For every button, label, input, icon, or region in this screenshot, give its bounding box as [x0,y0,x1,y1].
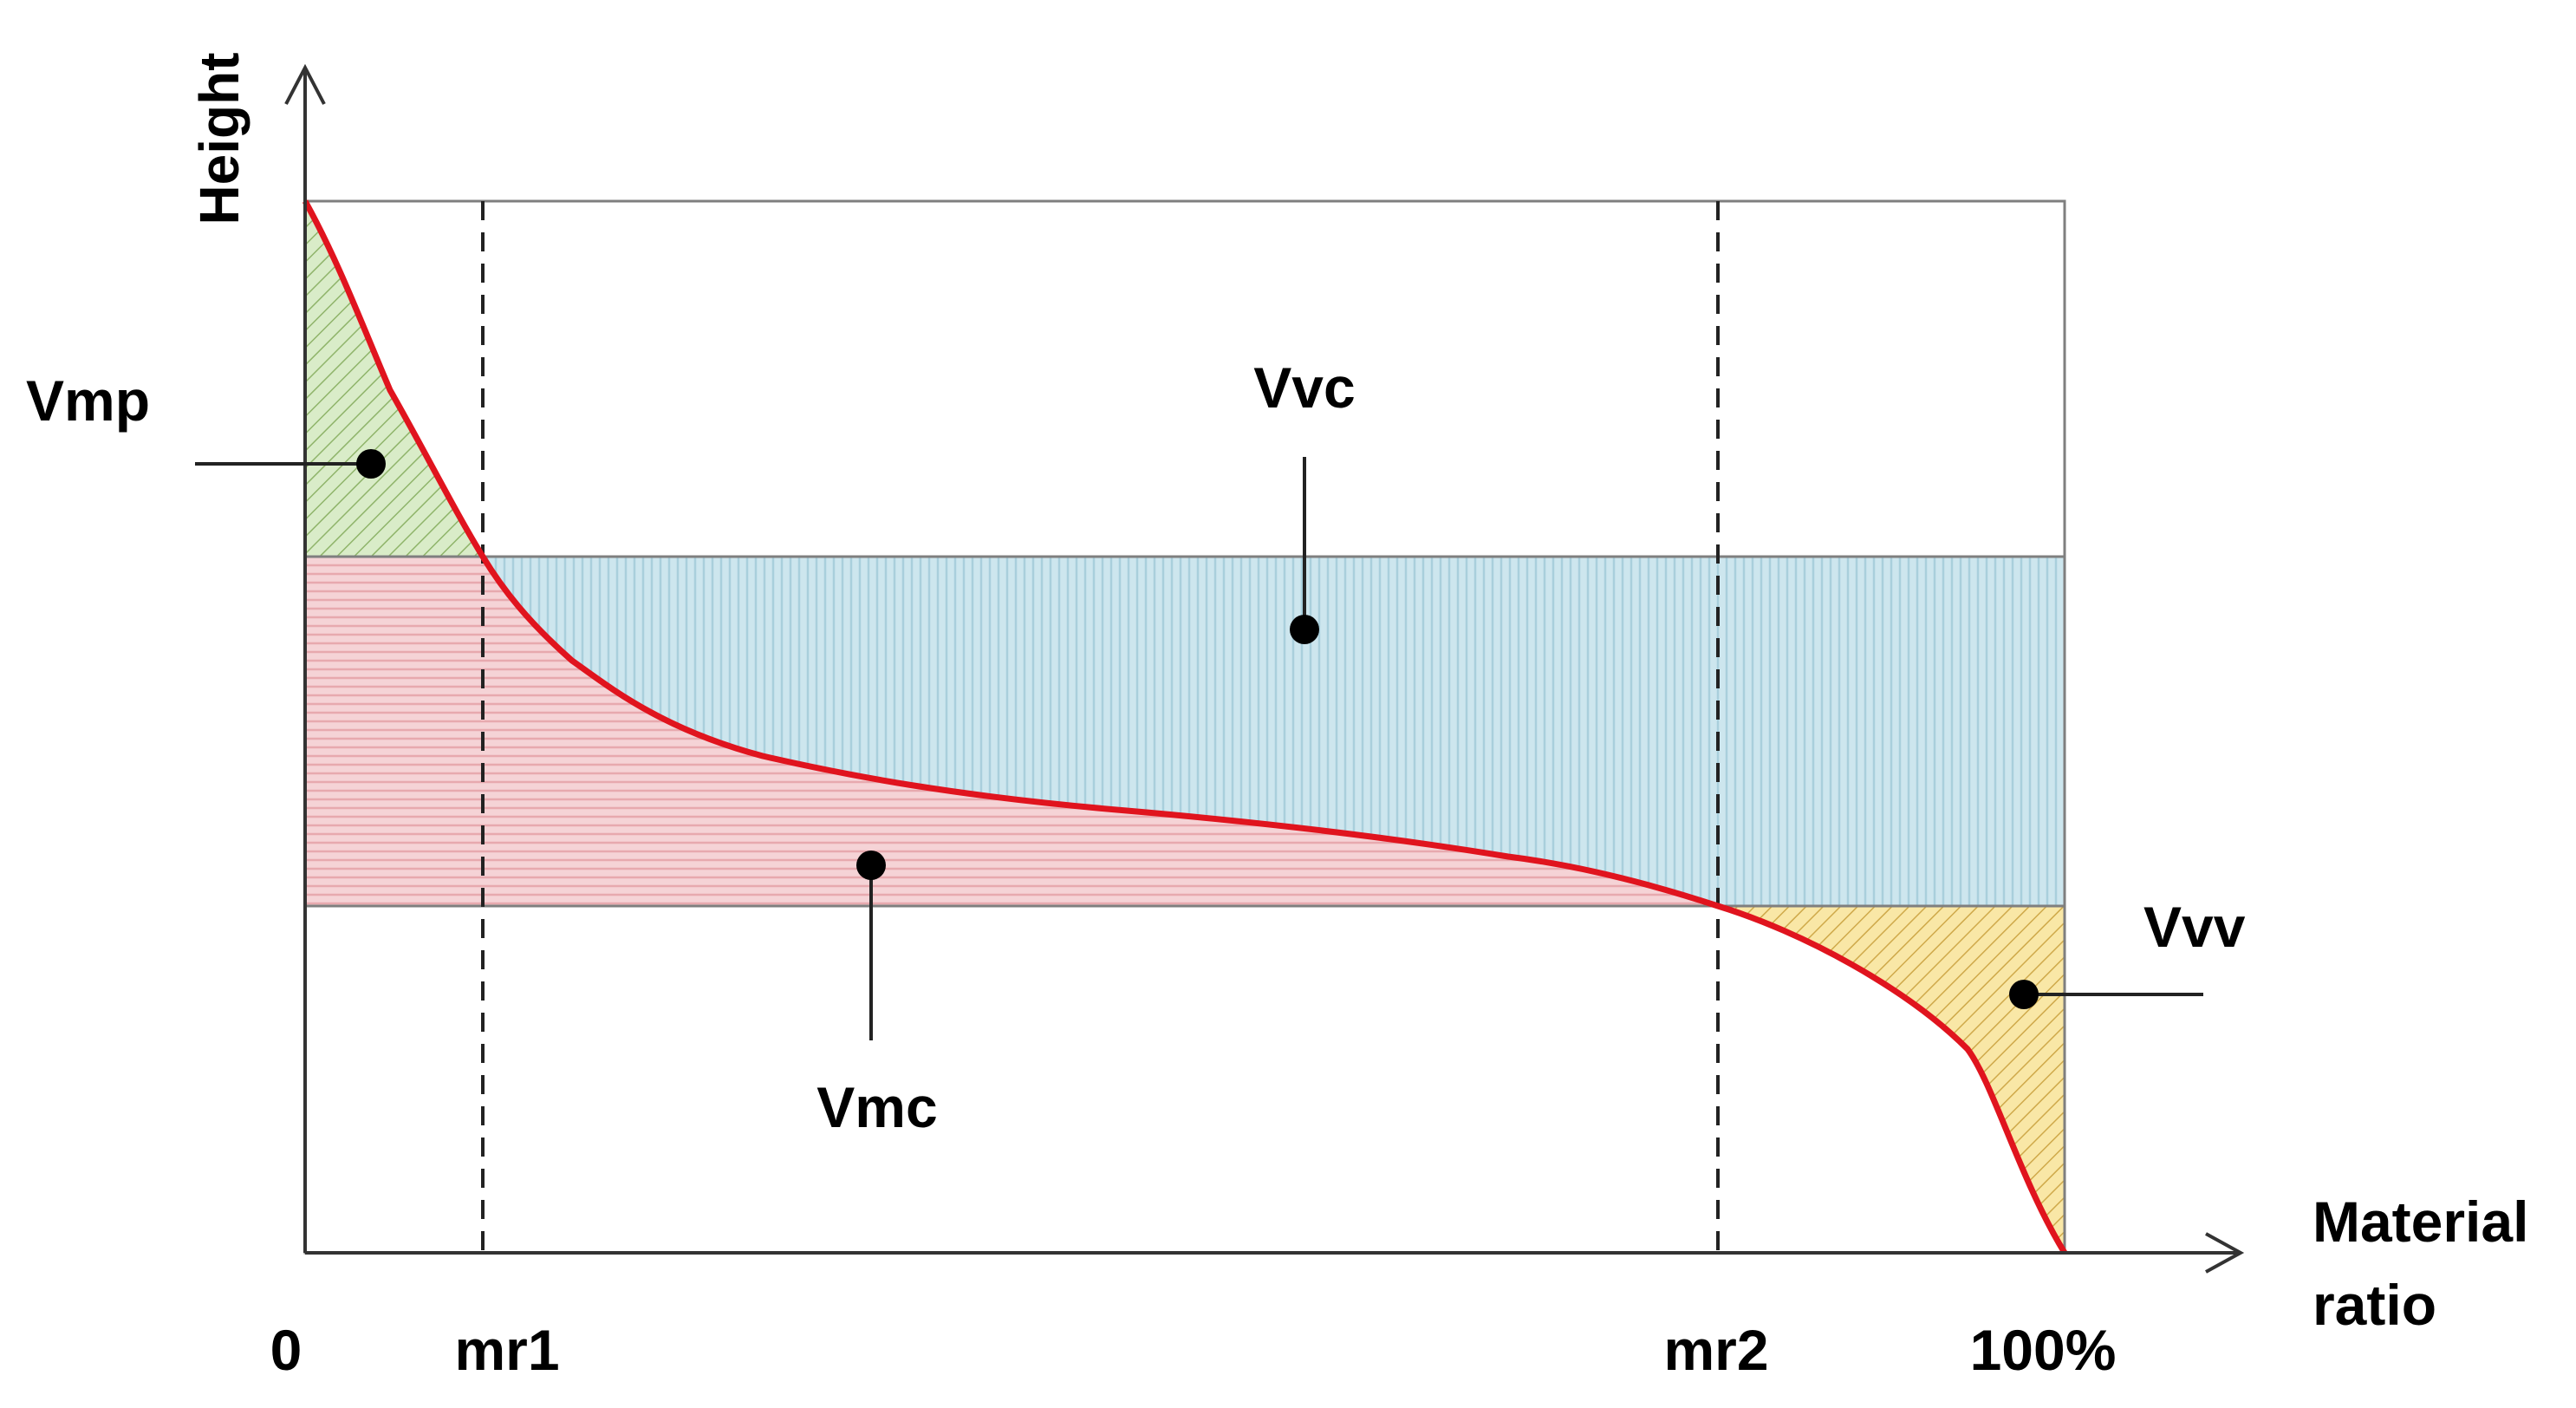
vmp-region [305,201,483,557]
vmp-label: Vmp [26,368,150,433]
vvc-label: Vvc [1253,355,1355,420]
x-tick-zero: 0 [270,1318,302,1382]
y-axis-arrow-icon [284,63,326,105]
x-axis-arrow-icon [2205,1232,2245,1274]
vvv-region [1718,906,2065,1253]
vvc-dot [1290,615,1319,644]
vmc-dot [856,851,886,880]
vvv-dot [2009,980,2039,1009]
vvc-region [483,557,2065,906]
x-axis-label-line1: Material [2313,1190,2528,1254]
vmp-dot [356,449,386,479]
x-tick-mr2: mr2 [1663,1318,1768,1382]
y-axis-label: Height [188,52,250,225]
x-tick-100-percent: 100% [1970,1318,2117,1382]
vvv-label: Vvv [2143,895,2246,959]
vmc-region [305,557,1718,906]
material-ratio-curve [302,199,2067,1255]
x-tick-mr1: mr1 [454,1318,559,1382]
x-axis-label-line2: ratio [2313,1273,2436,1337]
vmc-label: Vmc [816,1075,937,1139]
